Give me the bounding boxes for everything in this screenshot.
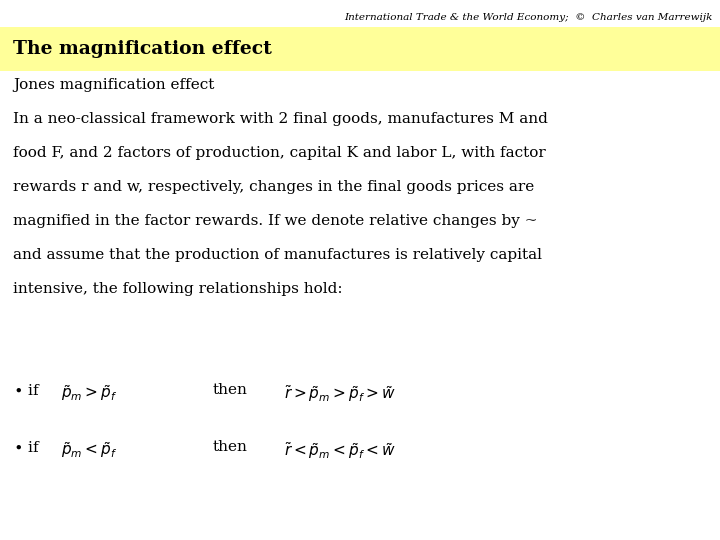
Text: Jones magnification effect: Jones magnification effect xyxy=(13,78,215,92)
Text: $\tilde{p}_m > \tilde{p}_f$: $\tilde{p}_m > \tilde{p}_f$ xyxy=(61,383,117,403)
Text: $\tilde{r} > \tilde{p}_m > \tilde{p}_f > \tilde{w}$: $\tilde{r} > \tilde{p}_m > \tilde{p}_f >… xyxy=(284,383,396,404)
Text: $\tilde{p}_m < \tilde{p}_f$: $\tilde{p}_m < \tilde{p}_f$ xyxy=(61,440,117,460)
Text: then: then xyxy=(212,383,247,397)
Text: $\tilde{r} < \tilde{p}_m < \tilde{p}_f < \tilde{w}$: $\tilde{r} < \tilde{p}_m < \tilde{p}_f <… xyxy=(284,440,396,461)
Text: intensive, the following relationships hold:: intensive, the following relationships h… xyxy=(13,282,343,296)
Text: food F, and 2 factors of production, capital K and labor L, with factor: food F, and 2 factors of production, cap… xyxy=(13,146,546,160)
Text: then: then xyxy=(212,440,247,454)
Text: and assume that the production of manufactures is relatively capital: and assume that the production of manufa… xyxy=(13,248,542,262)
Text: In a neo-classical framework with 2 final goods, manufactures M and: In a neo-classical framework with 2 fina… xyxy=(13,112,548,126)
FancyBboxPatch shape xyxy=(0,27,720,71)
Text: $\bullet$ if: $\bullet$ if xyxy=(13,440,41,455)
Text: rewards r and w, respectively, changes in the final goods prices are: rewards r and w, respectively, changes i… xyxy=(13,180,534,194)
Text: The magnification effect: The magnification effect xyxy=(13,40,272,58)
Text: magnified in the factor rewards. If we denote relative changes by ~: magnified in the factor rewards. If we d… xyxy=(13,214,537,228)
Text: International Trade & the World Economy;  ©  Charles van Marrewijk: International Trade & the World Economy;… xyxy=(344,14,713,23)
Text: $\bullet$ if: $\bullet$ if xyxy=(13,383,41,399)
